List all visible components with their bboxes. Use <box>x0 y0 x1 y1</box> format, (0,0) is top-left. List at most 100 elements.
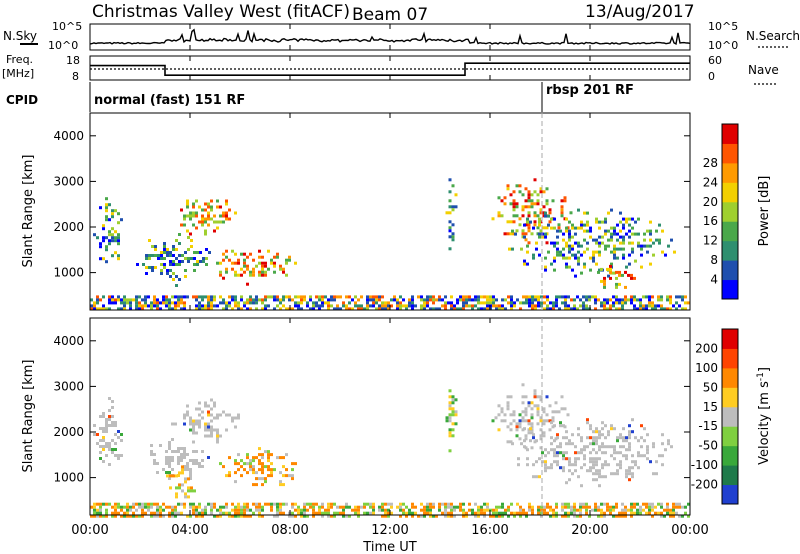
echo-cell <box>309 502 312 506</box>
echo-cell <box>249 514 252 518</box>
echo-cell <box>537 505 540 509</box>
echo-cell <box>523 235 526 239</box>
echo-cell <box>448 395 452 399</box>
echo-cell <box>270 258 273 262</box>
echo-cell <box>592 256 595 260</box>
echo-cell <box>595 442 598 446</box>
echo-cell <box>598 241 601 245</box>
echo-cell <box>240 465 243 469</box>
echo-cell <box>148 239 151 242</box>
echo-cell <box>589 235 592 239</box>
echo-cell <box>552 514 555 518</box>
echo-cell <box>583 457 586 461</box>
echo-cell <box>267 304 270 308</box>
echo-cell <box>309 298 312 302</box>
echo-cell <box>210 434 213 438</box>
echo-cell <box>387 502 390 506</box>
echo-cell <box>523 445 526 449</box>
echo-cell <box>243 270 246 274</box>
echo-cell <box>595 241 598 245</box>
echo-cell <box>652 253 655 257</box>
echo-cell <box>108 233 111 237</box>
echo-cell <box>187 477 190 481</box>
echo-cell <box>672 304 675 308</box>
echo-cell <box>492 514 495 518</box>
echo-cell <box>372 508 375 512</box>
echo-cell <box>663 514 666 518</box>
echo-cell <box>667 439 670 443</box>
echo-cell <box>96 508 99 512</box>
echo-cell <box>111 448 114 451</box>
echo-cell <box>521 205 525 209</box>
echo-cell <box>583 265 586 269</box>
echo-cell <box>183 505 186 509</box>
echo-cell <box>586 220 589 224</box>
echo-cell <box>279 307 282 311</box>
echo-cell <box>141 307 144 311</box>
echo-cell <box>99 508 102 512</box>
echo-cell <box>102 448 105 451</box>
echo-cell <box>553 244 556 248</box>
echo-cell <box>633 505 636 509</box>
echo-cell <box>595 430 598 434</box>
echo-cell <box>586 247 589 251</box>
echo-cell <box>384 502 387 506</box>
echo-cell <box>168 477 171 480</box>
echo-cell <box>357 514 360 518</box>
echo-cell <box>166 474 169 478</box>
echo-cell <box>204 401 207 405</box>
echo-cell <box>500 214 504 218</box>
echo-cell <box>198 304 201 308</box>
echo-cell <box>565 244 568 248</box>
echo-cell <box>261 453 264 457</box>
freq-series <box>90 62 690 76</box>
echo-cell <box>144 304 147 308</box>
echo-cell <box>294 508 297 512</box>
echo-cell <box>270 468 273 472</box>
echo-cell <box>544 463 547 467</box>
echo-cell <box>192 419 195 423</box>
echo-cell <box>105 421 108 424</box>
echo-cell <box>574 274 577 278</box>
echo-cell <box>648 298 651 302</box>
echo-cell <box>535 241 538 245</box>
echo-cell <box>201 220 204 224</box>
echo-cell <box>521 416 525 420</box>
echo-cell <box>180 301 183 305</box>
echo-cell <box>216 416 219 420</box>
echo-cell <box>568 457 571 461</box>
echo-cell <box>555 502 558 506</box>
echo-cell <box>175 284 178 287</box>
echo-cell <box>592 472 595 476</box>
echo-cell <box>567 514 570 518</box>
echo-cell <box>246 255 249 259</box>
echo-cell <box>222 211 225 215</box>
echo-cell <box>402 511 405 515</box>
echo-cell <box>126 298 129 302</box>
echo-cell <box>108 409 111 412</box>
echo-cell <box>336 307 339 311</box>
echo-cell <box>172 254 175 257</box>
echo-cell <box>643 427 646 431</box>
echo-cell <box>166 251 169 254</box>
echo-cell <box>540 295 543 299</box>
echo-cell <box>180 502 183 506</box>
echo-cell <box>300 307 303 311</box>
echo-cell <box>628 235 631 239</box>
echo-cell <box>172 278 175 281</box>
echo-cell <box>193 263 196 266</box>
echo-cell <box>198 462 201 465</box>
echo-cell <box>114 433 117 436</box>
echo-cell <box>114 505 117 509</box>
echo-cell <box>580 484 583 488</box>
echo-cell <box>195 514 198 518</box>
echo-cell <box>177 474 180 477</box>
echo-cell <box>486 502 489 506</box>
echo-cell <box>102 460 105 463</box>
echo-cell <box>598 436 601 440</box>
echo-cell <box>604 451 607 455</box>
echo-cell <box>225 413 228 417</box>
echo-cell <box>175 486 178 490</box>
echo-cell <box>333 307 336 311</box>
echo-cell <box>399 514 402 518</box>
